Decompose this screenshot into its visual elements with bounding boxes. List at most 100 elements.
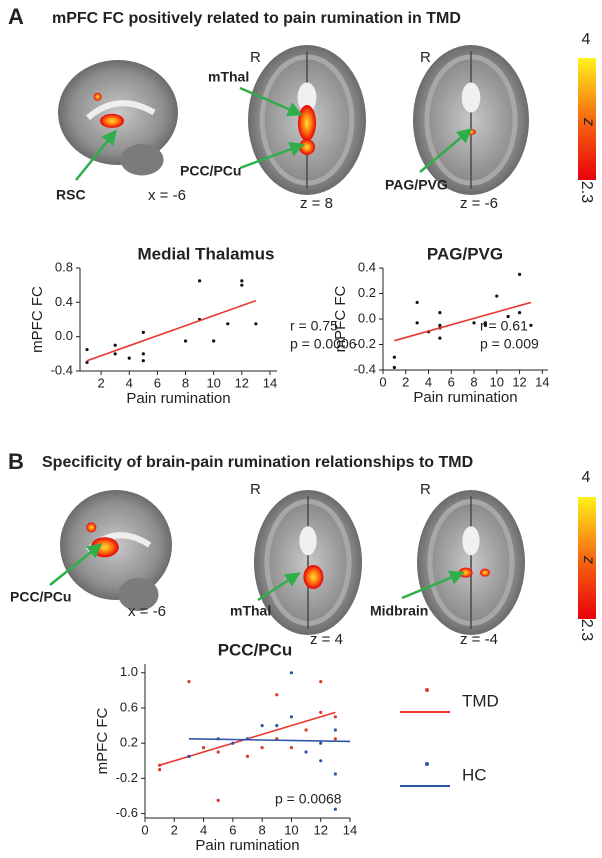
- point: [289, 746, 294, 750]
- brain-image: [120, 144, 164, 176]
- arrow: [75, 129, 117, 181]
- arrow: [401, 570, 465, 600]
- arrow: [257, 572, 301, 602]
- arrow: [419, 128, 473, 173]
- point: [506, 314, 510, 319]
- fit-line: [188, 738, 351, 743]
- panel-title: mPFC FC positively related to pain rumin…: [52, 10, 461, 27]
- brain-image: [462, 526, 480, 556]
- brain-image: [461, 82, 481, 113]
- colorbar-label: z: [580, 117, 597, 126]
- image-label: R: [420, 49, 431, 66]
- x-tick-label: 8: [259, 822, 266, 837]
- point: [333, 728, 337, 732]
- point: [495, 294, 499, 298]
- x-tick-label: 6: [448, 374, 455, 389]
- point: [517, 272, 522, 276]
- legend-marker: [425, 762, 429, 766]
- y-tick-label: 0.8: [55, 259, 73, 274]
- point: [333, 807, 337, 811]
- x-tick-label: 10: [490, 374, 504, 389]
- colorbar: [578, 58, 596, 180]
- point: [415, 300, 419, 305]
- panel-label: B: [8, 449, 24, 474]
- x-axis-label: Pain rumination: [413, 389, 517, 406]
- brain-image: [58, 60, 178, 165]
- y-tick-label: -0.4: [51, 362, 73, 377]
- image-label: x = -6: [128, 603, 166, 620]
- annotation: p = 0.009: [480, 336, 539, 352]
- activation: [480, 568, 491, 577]
- x-tick-label: 12: [235, 375, 249, 390]
- annotation: p = 0.0006: [290, 336, 357, 352]
- point: [472, 321, 476, 325]
- activation: [298, 105, 316, 141]
- point: [392, 355, 396, 359]
- point: [113, 352, 117, 356]
- point: [304, 750, 308, 754]
- chart-title: Medial Thalamus: [138, 244, 275, 263]
- x-tick-label: 14: [263, 375, 277, 390]
- annotation: r = 0.75: [290, 318, 338, 334]
- point: [85, 347, 89, 352]
- point: [127, 356, 131, 360]
- y-tick-label: -0.6: [116, 805, 138, 820]
- point: [212, 339, 216, 343]
- point: [198, 279, 202, 283]
- x-tick-label: 2: [97, 375, 104, 390]
- activation: [303, 565, 324, 589]
- x-tick-label: 10: [284, 822, 298, 837]
- colorbar-max: 4: [582, 469, 591, 486]
- point: [275, 724, 279, 728]
- image-label: z = -6: [460, 195, 498, 212]
- point: [260, 724, 264, 728]
- point: [216, 798, 220, 803]
- point: [319, 759, 323, 763]
- y-tick-label: 0.0: [358, 310, 376, 325]
- image-label: R: [250, 49, 261, 66]
- activation: [90, 537, 119, 558]
- y-tick-label: -0.2: [116, 770, 138, 785]
- point: [438, 336, 442, 340]
- brain-image: [118, 578, 159, 611]
- fit-line: [86, 299, 257, 362]
- point: [319, 710, 323, 715]
- x-tick-label: 12: [313, 822, 327, 837]
- point: [415, 321, 419, 325]
- point: [183, 339, 188, 343]
- x-tick-label: 8: [470, 374, 477, 389]
- image-label: PAG/PVG: [385, 177, 448, 193]
- point: [245, 754, 250, 759]
- x-tick-label: 4: [200, 822, 207, 837]
- x-tick-label: 6: [229, 822, 236, 837]
- x-tick-label: 8: [182, 375, 189, 390]
- point: [201, 746, 206, 750]
- x-tick-label: 14: [535, 374, 549, 389]
- point: [333, 737, 337, 741]
- x-tick-label: 4: [425, 374, 432, 389]
- point: [438, 311, 442, 315]
- x-tick-label: 14: [343, 822, 357, 837]
- point: [240, 283, 244, 287]
- colorbar-max: 4: [582, 31, 591, 48]
- point: [231, 741, 235, 745]
- colorbar-min: 2.3: [578, 181, 595, 203]
- point: [216, 750, 220, 754]
- point: [260, 746, 264, 750]
- panel-label: A: [8, 4, 24, 29]
- image-label: Midbrain: [370, 603, 428, 619]
- legend-marker: [425, 688, 429, 692]
- colorbar-min: 2.3: [578, 619, 595, 641]
- image-label: RSC: [56, 187, 86, 203]
- y-tick-label: 0.6: [120, 699, 138, 714]
- image-label: mThal: [230, 603, 271, 619]
- point: [304, 728, 308, 732]
- point: [141, 330, 145, 334]
- point: [333, 715, 337, 719]
- legend-label: TMD: [462, 691, 499, 710]
- x-tick-label: 2: [402, 374, 409, 389]
- point: [158, 768, 162, 772]
- point: [289, 715, 294, 719]
- activation: [93, 92, 102, 101]
